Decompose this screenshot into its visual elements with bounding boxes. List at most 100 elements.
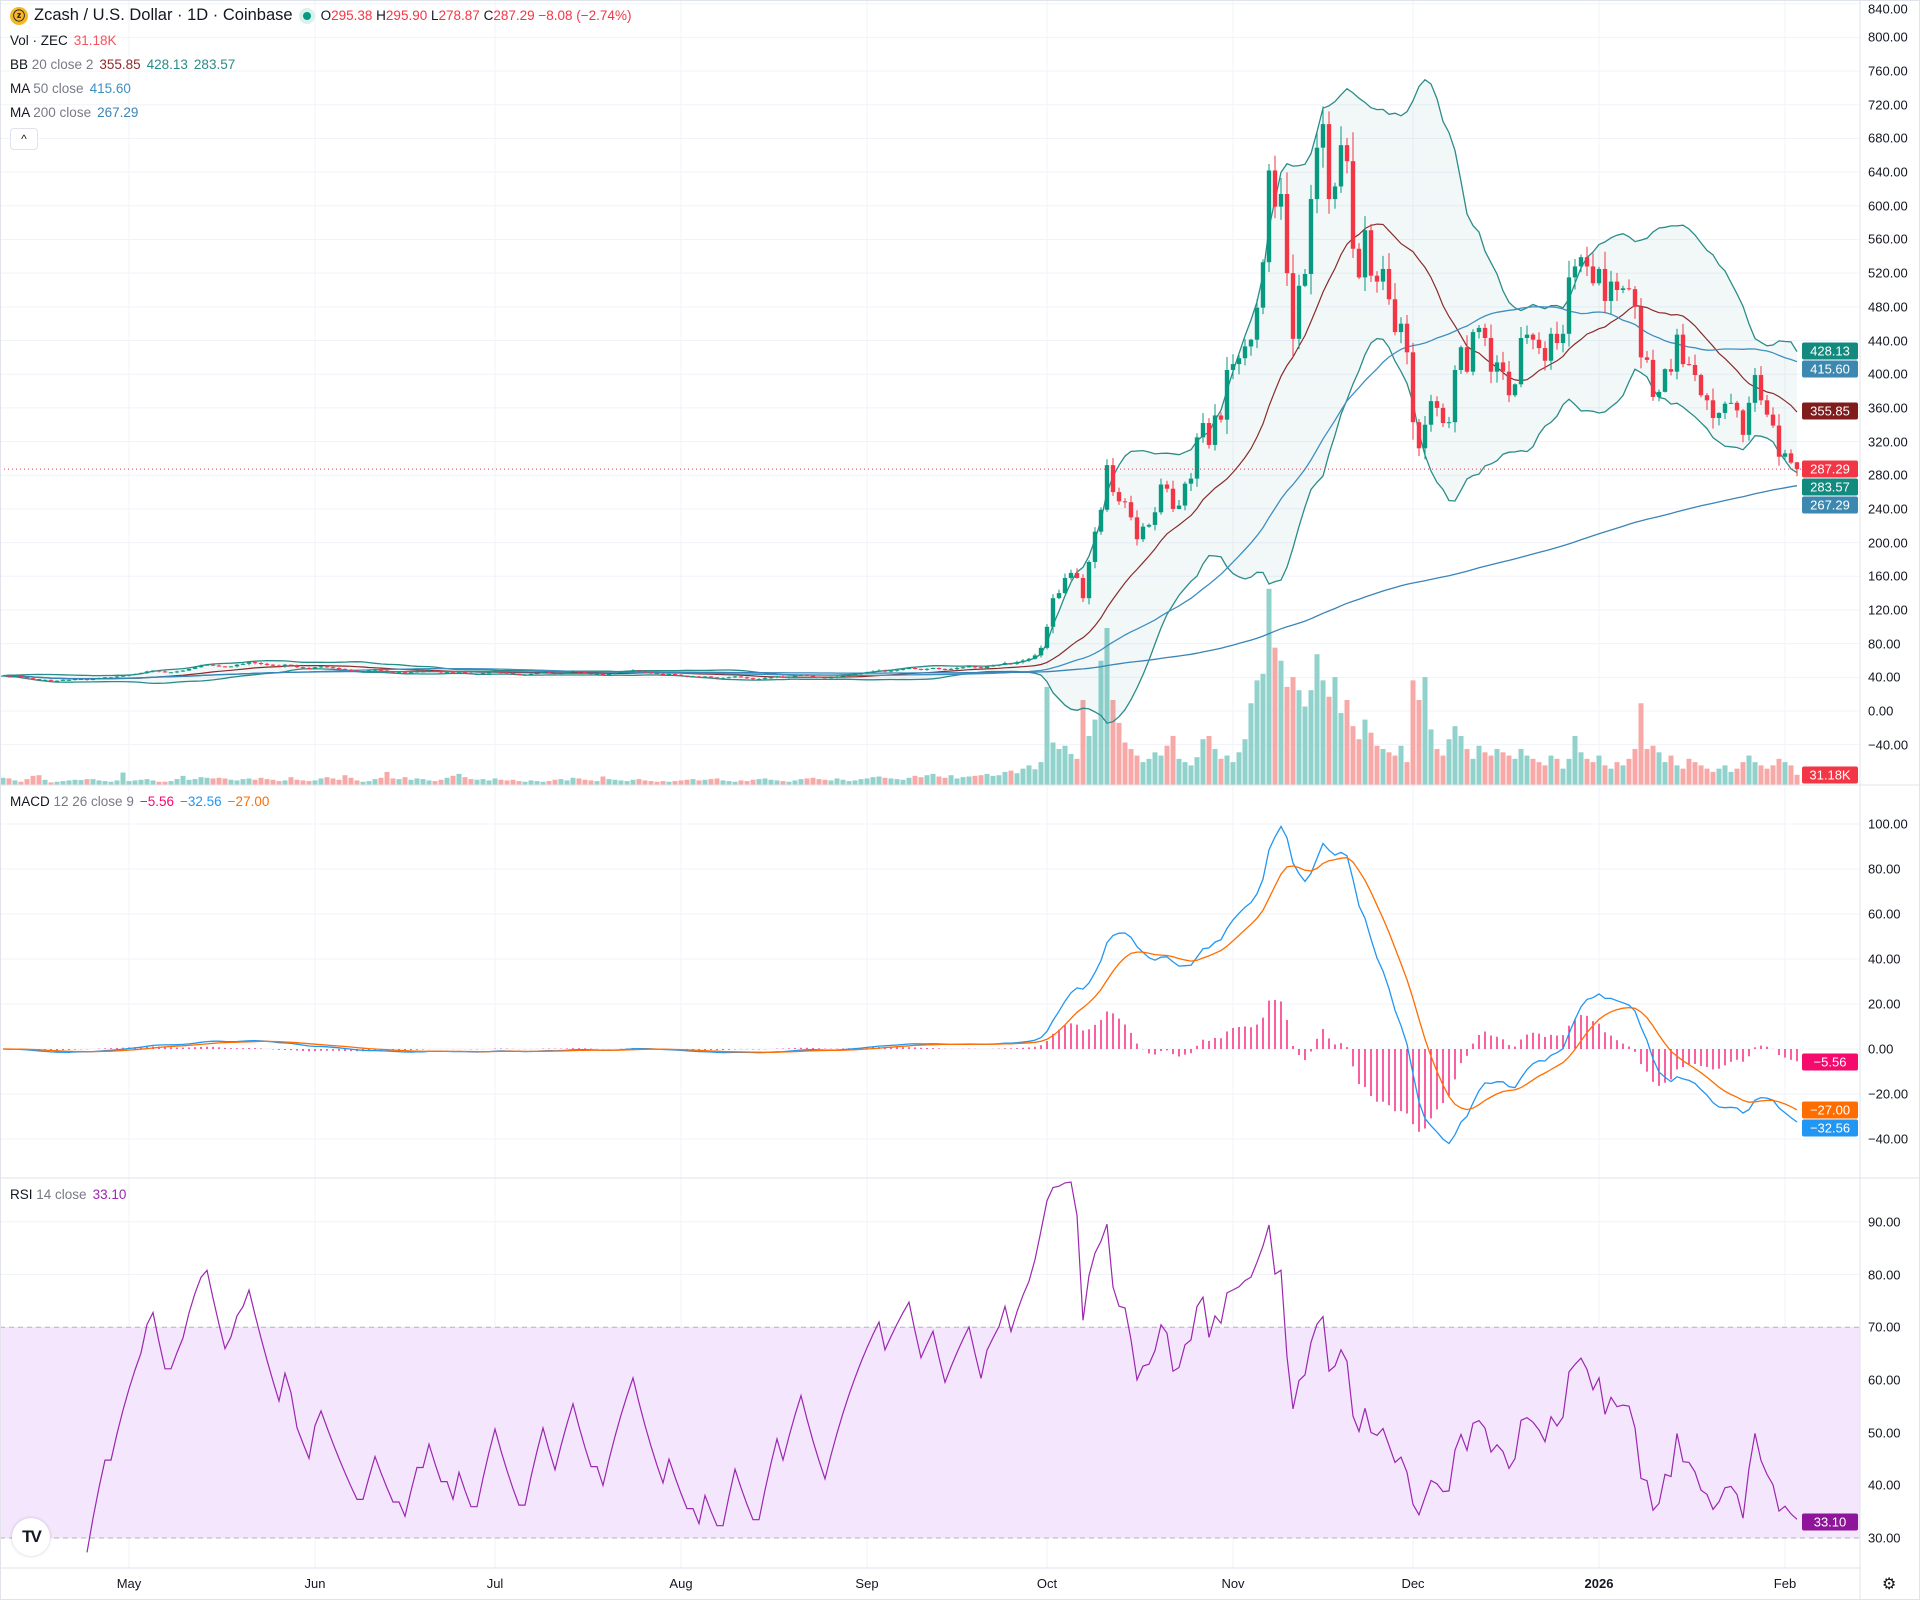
candle-body xyxy=(1314,147,1320,200)
volume-bar xyxy=(1608,768,1614,785)
volume-bar xyxy=(1692,762,1698,785)
volume-bar xyxy=(348,777,354,785)
settings-icon[interactable]: ⚙ xyxy=(1882,1576,1897,1593)
candle-body xyxy=(132,673,138,675)
volume-bar xyxy=(228,779,234,785)
candle-body xyxy=(468,673,474,675)
volume-bar xyxy=(570,777,576,785)
candle-body xyxy=(486,672,492,674)
volume-legend[interactable]: Vol · ZEC 31.18K xyxy=(10,33,117,48)
price-axis-label: 40.00 xyxy=(1868,669,1901,685)
candle-body xyxy=(204,664,210,666)
volume-bar xyxy=(420,779,426,785)
volume-bar xyxy=(1476,745,1482,785)
ma50-name: MA xyxy=(10,81,30,96)
volume-bar xyxy=(1116,722,1122,785)
volume-bar xyxy=(780,781,786,785)
candle-body xyxy=(876,670,882,672)
volume-bar xyxy=(1044,686,1050,785)
candle-body xyxy=(1326,124,1332,200)
candle-body xyxy=(1518,337,1524,385)
candle-body xyxy=(360,671,366,673)
rsi-line xyxy=(86,1181,1798,1553)
volume-bar xyxy=(612,779,618,785)
candle-body xyxy=(1134,517,1140,540)
volume-bar xyxy=(774,780,780,785)
volume-bar xyxy=(1542,765,1548,785)
volume-bar xyxy=(1644,749,1650,785)
candle-body xyxy=(1200,423,1206,438)
volume-bar xyxy=(1032,769,1038,785)
price-axis-label: 640.00 xyxy=(1868,164,1908,180)
volume-bar xyxy=(1578,752,1584,785)
candle-body xyxy=(342,668,348,670)
time-axis-label: Nov xyxy=(1221,1576,1245,1591)
candle-body xyxy=(264,663,270,665)
candle-body xyxy=(954,668,960,670)
candle-body xyxy=(1086,561,1092,599)
candle-body xyxy=(1044,626,1050,648)
bb-legend[interactable]: BB 20 close 2 355.85 428.13 283.57 xyxy=(10,57,235,72)
low-value: 278.87 xyxy=(438,8,480,23)
candle-body xyxy=(432,670,438,672)
volume-bar xyxy=(750,779,756,785)
candle-body xyxy=(774,676,780,678)
symbol-title[interactable]: Zcash / U.S. Dollar · 1D · Coinbase xyxy=(34,6,293,24)
price-badge: −5.56 xyxy=(1802,1053,1858,1070)
volume-badge: 31.18K xyxy=(1802,766,1858,784)
candle-body xyxy=(798,674,804,676)
volume-bar xyxy=(948,775,954,785)
price-axis-label: 600.00 xyxy=(1868,198,1908,214)
rsi-legend[interactable]: RSI 14 close 33.10 xyxy=(10,1187,126,1202)
volume-bar xyxy=(1524,755,1530,785)
candle-body xyxy=(168,672,174,674)
volume-bar xyxy=(1320,680,1326,785)
candle-body xyxy=(780,676,786,678)
volume-bar xyxy=(972,775,978,785)
volume-bar xyxy=(1668,755,1674,785)
volume-bar xyxy=(1290,677,1296,785)
candle-body xyxy=(612,673,618,675)
candle-body xyxy=(1512,384,1518,396)
candle-body xyxy=(1488,337,1494,372)
candle-body xyxy=(690,676,696,678)
candle-body xyxy=(330,667,336,669)
candle-body xyxy=(1638,306,1644,358)
volume-bar xyxy=(744,781,750,785)
volume-bar xyxy=(1242,739,1248,785)
price-badge: 428.13 xyxy=(1802,342,1858,359)
volume-bar xyxy=(1404,762,1410,785)
volume-bar xyxy=(450,775,456,785)
candle-body xyxy=(1278,194,1284,207)
candle-body xyxy=(1236,358,1242,365)
candle-body xyxy=(750,678,756,680)
candle-body xyxy=(1428,401,1434,425)
tradingview-logo[interactable]: TV xyxy=(12,1518,50,1556)
volume-bar xyxy=(576,778,582,785)
volume-bar xyxy=(702,779,708,785)
volume-bar xyxy=(432,781,438,785)
volume-bar xyxy=(366,781,372,785)
ma200-legend[interactable]: MA 200 close 267.29 xyxy=(10,105,138,120)
volume-bar xyxy=(624,781,630,785)
volume-bar xyxy=(96,780,102,785)
ma50-legend[interactable]: MA 50 close 415.60 xyxy=(10,81,131,96)
collapse-legend-button[interactable]: ^ xyxy=(10,128,38,150)
volume-bar xyxy=(1326,696,1332,785)
volume-bar xyxy=(36,775,42,785)
volume-bar xyxy=(60,781,66,785)
candle-body xyxy=(1308,199,1314,275)
volume-bar xyxy=(234,780,240,785)
candle-body xyxy=(1458,347,1464,370)
candle-body xyxy=(654,673,660,675)
candle-body xyxy=(726,677,732,679)
candle-body xyxy=(1206,423,1212,445)
volume-bar xyxy=(792,780,798,785)
chevron-up-icon: ^ xyxy=(21,132,27,146)
price-axis-label: 440.00 xyxy=(1868,333,1908,349)
volume-bar xyxy=(894,779,900,785)
candle-body xyxy=(144,671,150,674)
macd-legend[interactable]: MACD 12 26 close 9 −5.56 −32.56 −27.00 xyxy=(10,794,269,809)
